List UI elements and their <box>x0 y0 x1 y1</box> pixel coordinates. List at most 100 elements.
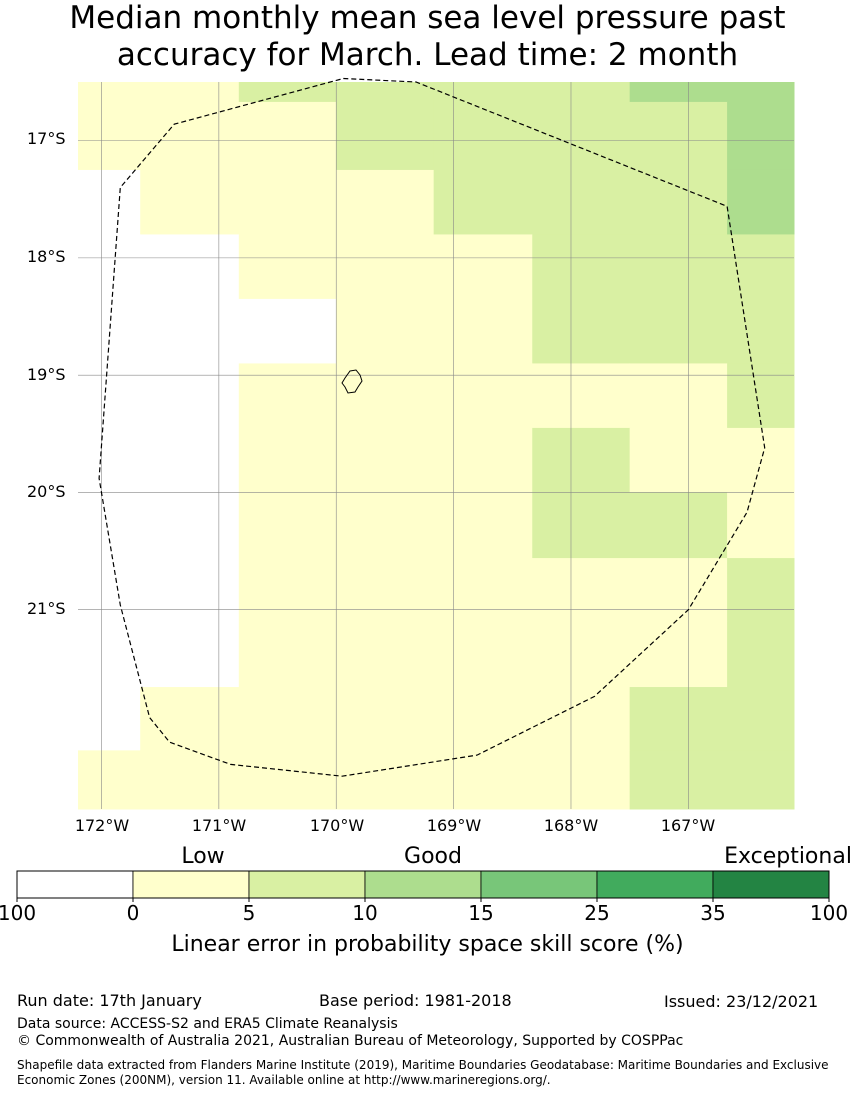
skill-cell <box>433 298 533 364</box>
skill-cell <box>238 427 337 493</box>
lat-label-17s: 17°S <box>27 129 66 148</box>
skill-cell <box>727 750 795 810</box>
skill-cell <box>532 427 631 493</box>
skill-cell <box>433 363 533 429</box>
skill-cell <box>727 234 795 300</box>
chart-title: Median monthly mean sea level pressure p… <box>0 0 855 74</box>
run-date: Run date: 17th January <box>17 991 202 1010</box>
skill-cell <box>336 621 435 688</box>
skill-cell <box>727 82 795 103</box>
skill-cell <box>629 298 728 364</box>
skill-cell <box>238 687 337 751</box>
skill-cell <box>238 363 337 429</box>
skill-cell <box>78 234 141 300</box>
category-good: Good <box>404 844 462 869</box>
colorbar-segment <box>712 870 830 899</box>
skill-cell <box>238 101 337 171</box>
skill-cell <box>433 427 533 493</box>
lon-label-172w: 172°W <box>74 816 130 835</box>
skill-cell <box>629 82 728 103</box>
skill-cell <box>140 298 240 364</box>
skill-cell <box>532 169 631 235</box>
colorbar-tick: 10 <box>352 901 378 925</box>
skill-cell <box>238 82 337 103</box>
skill-cell <box>532 298 631 364</box>
colorbar-tick: 15 <box>468 901 494 925</box>
skill-cell <box>727 492 795 559</box>
copyright: © Commonwealth of Australia 2021, Austra… <box>17 1033 684 1049</box>
skill-cell <box>336 750 435 810</box>
skill-cell <box>78 687 141 751</box>
shapefile-credit: Shapefile data extracted from Flanders M… <box>17 1058 829 1087</box>
skill-cell <box>238 298 337 364</box>
skill-cell <box>140 101 240 171</box>
skill-cell <box>629 492 728 559</box>
skill-cell <box>532 687 631 751</box>
skill-cell <box>78 363 141 429</box>
skill-cell <box>140 687 240 751</box>
skill-cell <box>433 621 533 688</box>
skill-cell <box>140 750 240 810</box>
island-outline <box>341 369 363 394</box>
colorbar-tick: 35 <box>700 901 726 925</box>
skill-cell <box>140 492 240 559</box>
skill-cell <box>532 234 631 300</box>
title-line-2: accuracy for March. Lead time: 2 month <box>116 37 739 73</box>
colorbar-tick: 100 <box>0 901 37 925</box>
skill-cell <box>629 750 728 810</box>
colorbar-frame <box>16 870 830 899</box>
skill-cell <box>336 363 435 429</box>
skill-cell <box>78 101 141 171</box>
skill-cell <box>433 169 533 235</box>
skill-cell <box>238 558 337 622</box>
skill-cell <box>78 558 141 622</box>
skill-cell <box>433 82 533 103</box>
skill-cell <box>727 101 795 171</box>
skill-cell <box>140 363 240 429</box>
base-period: Base period: 1981-2018 <box>319 991 512 1010</box>
skill-cell <box>140 558 240 622</box>
skill-cell <box>140 82 240 103</box>
skill-cell <box>336 82 435 103</box>
skill-cell <box>78 298 141 364</box>
skill-cell <box>629 169 728 235</box>
skill-grid <box>78 82 795 810</box>
skill-cell <box>78 492 141 559</box>
issued-date: Issued: 23/12/2021 <box>664 992 819 1011</box>
colorbar-segment <box>132 870 250 899</box>
skill-cell <box>629 234 728 300</box>
skill-cell <box>532 621 631 688</box>
skill-cell <box>78 621 141 688</box>
colorbar-tick: 25 <box>584 901 610 925</box>
skill-cell <box>78 427 141 493</box>
skill-cell <box>238 492 337 559</box>
skill-cell <box>140 169 240 235</box>
skill-cell <box>140 621 240 688</box>
skill-cell <box>140 427 240 493</box>
skill-cell <box>78 750 141 810</box>
skill-cell <box>629 558 728 622</box>
lon-label-171w: 171°W <box>191 816 247 835</box>
skill-cell <box>433 101 533 171</box>
skill-cell <box>532 82 631 103</box>
lat-label-21s: 21°S <box>27 599 66 618</box>
skill-cell <box>336 558 435 622</box>
graticule <box>78 82 794 809</box>
skill-cell <box>78 169 141 235</box>
skill-cell <box>532 558 631 622</box>
colorbar-segment <box>480 870 598 899</box>
skill-cell <box>336 687 435 751</box>
skill-cell <box>140 234 240 300</box>
colorbar-tick: 0 <box>126 901 140 925</box>
skill-cell <box>629 687 728 751</box>
colorbar-segment <box>16 870 134 899</box>
eez-boundary <box>98 77 766 777</box>
lat-label-18s: 18°S <box>27 247 66 266</box>
skill-cell <box>336 169 435 235</box>
skill-cell <box>433 492 533 559</box>
skill-cell <box>727 298 795 364</box>
skill-cell <box>532 363 631 429</box>
skill-cell <box>238 169 337 235</box>
lat-label-19s: 19°S <box>27 365 66 384</box>
